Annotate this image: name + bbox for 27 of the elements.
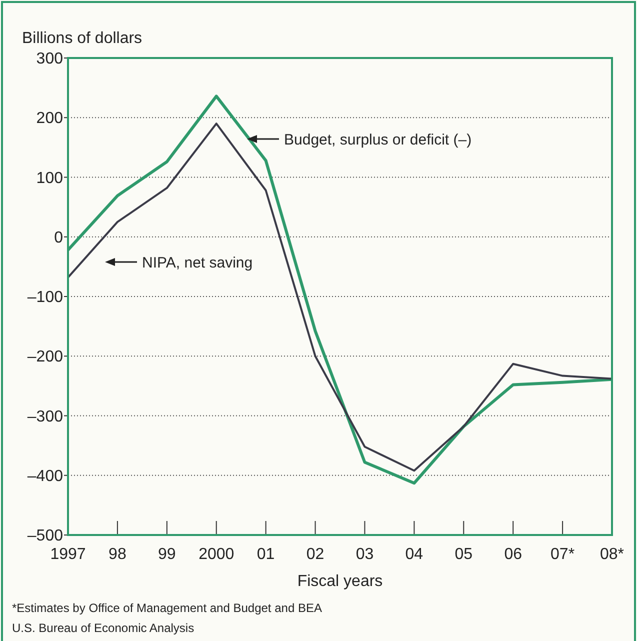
y-tick-label: –500 [27, 528, 64, 545]
x-tick-label: 04 [405, 546, 424, 563]
text: *Estimates by Office of Management and Budget and BEA [12, 601, 322, 615]
y-tick-label: 200 [36, 110, 64, 128]
x-tick-label: 1997 [50, 546, 86, 563]
y-tick-label: –300 [27, 408, 64, 426]
y-tick-label: 0 [54, 229, 64, 246]
text: U.S. Bureau of Economic Analysis [12, 621, 194, 635]
annotation: NIPA, net saving [142, 254, 253, 272]
x-tick-label: 98 [108, 546, 126, 563]
x-tick-label: 2000 [198, 546, 234, 563]
x-axis-title: Fiscal years [297, 573, 383, 590]
annotation: Budget, surplus or deficit (–) [284, 131, 472, 148]
x-tick-label: 08* [600, 546, 624, 563]
x-tick-label: 02 [306, 546, 324, 563]
x-tick-label: 01 [256, 546, 275, 563]
y-tick-label: –200 [27, 348, 64, 366]
y-tick-label: –100 [27, 289, 64, 306]
x-tick-label: 99 [158, 546, 176, 563]
x-tick-label: 07* [550, 546, 575, 563]
y-tick-label: 100 [36, 170, 64, 187]
y-tick-label: 300 [36, 50, 64, 68]
x-tick-label: 05 [454, 546, 473, 563]
y-axis-title: Billions of dollars [22, 30, 142, 47]
x-tick-label: 03 [356, 546, 374, 563]
x-tick-label: 06 [504, 546, 522, 563]
y-tick-label: –400 [27, 468, 64, 485]
